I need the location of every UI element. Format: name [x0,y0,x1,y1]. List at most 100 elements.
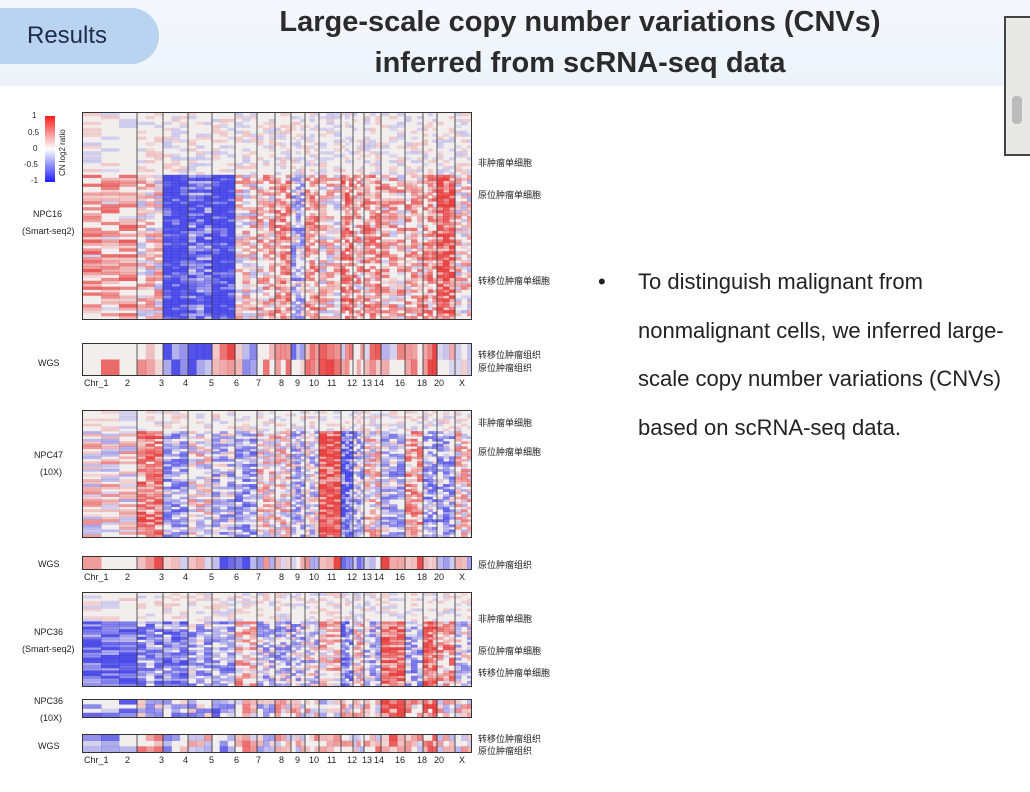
row-label-primary-tumor: 原位肿瘤单细胞 [478,447,542,457]
platform-label: (Smart-seq2) [22,226,75,236]
results-tab: Results [0,8,159,64]
heatmap-npc36 [82,592,472,687]
chromosome-label: 20 [434,378,445,388]
row-label-metastatic-tissue: 转移位肿瘤组织 [478,734,542,744]
chromosome-label: 18 [417,378,428,388]
row-label-non-tumor: 非肿瘤单细胞 [478,158,533,168]
color-scale-bar [45,116,55,182]
chromosome-label: 14 [374,378,385,388]
chromosome-label: 4 [183,572,189,582]
chromosome-label: 12 [347,572,358,582]
sample-label-npc36: NPC36 [34,627,64,637]
chromosome-label: 14 [374,572,385,582]
chromosome-label: 4 [183,378,189,388]
chromosome-label: 2 [125,378,131,388]
chromosome-label: 7 [256,378,262,388]
heatmap-npc47 [82,410,472,538]
chromosome-label: 14 [374,755,385,765]
bullet-icon: • [598,269,606,294]
chromosome-label: 13 [362,755,373,765]
chromosome-label: 2 [125,572,131,582]
chromosome-label: Chr_1 [84,755,109,765]
chromosome-label: 11 [327,378,337,388]
row-label-primary-tissue: 原位肿瘤组织 [478,363,533,373]
chromosome-label: Chr_1 [84,572,109,582]
chromosome-label: 7 [256,755,262,765]
title-line-2: inferred from scRNA-seq data [374,47,786,79]
row-label-primary-tissue: 原位肿瘤组织 [478,560,533,570]
chromosome-label: 16 [395,755,406,765]
chromosome-label: 13 [362,572,373,582]
legend-tick: 1 [32,111,37,120]
chromosome-label: 4 [183,755,189,765]
chromosome-label: 6 [234,755,240,765]
chromosome-label: 5 [209,755,215,765]
sample-label-npc16: NPC16 [33,209,63,219]
row-label-non-tumor: 非肿瘤单细胞 [478,418,533,428]
platform-label: (Smart-seq2) [22,644,75,654]
row-label-primary-tissue: 原位肿瘤组织 [478,746,533,756]
row-label-metastatic-tumor: 转移位肿瘤单细胞 [478,668,551,678]
wgs-label: WGS [38,559,60,569]
chromosome-label: 5 [209,572,215,582]
sample-label-npc47: NPC47 [34,450,64,460]
legend-tick: 0.5 [28,128,40,137]
chromosome-label: 20 [434,755,445,765]
chromosome-label: 5 [209,378,215,388]
chromosome-label: 11 [327,572,337,582]
bullet-text: To distinguish malignant from nonmaligna… [638,269,1004,440]
chromosome-label: 11 [327,755,337,765]
chromosome-label: 13 [362,378,373,388]
wgs-label: WGS [38,358,60,368]
slide-header [0,0,1030,86]
chromosome-label: 8 [279,572,285,582]
chromosome-label: 2 [125,755,131,765]
wgs-label: WGS [38,741,60,751]
chromosome-label: 20 [434,572,445,582]
row-label-metastatic-tissue: 转移位肿瘤组织 [478,350,542,360]
chromosome-label: 10 [309,755,320,765]
wgs-track-npc47 [82,556,472,570]
chromosome-label: X [459,378,466,388]
chromosome-label: 10 [309,572,320,582]
chromosome-label: 12 [347,378,358,388]
sample-label-npc36-10x: NPC36 [34,696,64,706]
platform-label: (10X) [40,467,63,477]
row-label-metastatic-tumor: 转移位肿瘤单细胞 [478,276,551,286]
chromosome-label: Chr_1 [84,378,109,388]
wgs-track-npc36 [82,734,472,753]
chromosome-label: 8 [279,378,285,388]
platform-label: (10X) [40,713,63,723]
chromosome-label: 9 [295,572,301,582]
chromosome-label: 6 [234,378,240,388]
results-tab-label: Results [27,22,108,49]
legend-tick: -1 [31,176,39,185]
legend-tick: -0.5 [24,160,38,169]
chromosome-label: 3 [159,378,165,388]
chromosome-label: 8 [279,755,285,765]
title-line-1: Large-scale copy number variations (CNVs… [279,6,881,38]
chromosome-label: 9 [295,378,301,388]
chromosome-label: 10 [309,378,320,388]
chromosome-label: 3 [159,755,165,765]
wgs-track-npc16 [82,343,472,376]
row-label-primary-tumor: 原位肿瘤单细胞 [478,190,542,200]
legend-title: CN log2 ratio [58,129,67,176]
row-label-non-tumor: 非肿瘤单细胞 [478,614,533,624]
heatmap-npc36-10x [82,699,472,718]
chromosome-label: 9 [295,755,301,765]
presenter-icon [1012,96,1022,124]
legend-tick: 0 [33,144,38,153]
slide-title: Large-scale copy number variations (CNVs… [220,2,940,84]
chromosome-label: 18 [417,755,428,765]
chromosome-label: 16 [395,572,406,582]
chromosome-label: X [459,572,466,582]
heatmap-npc16 [82,112,472,320]
row-label-primary-tumor: 原位肿瘤单细胞 [478,646,542,656]
chromosome-label: 7 [256,572,262,582]
chromosome-label: 6 [234,572,240,582]
chromosome-label: 12 [347,755,358,765]
webcam-overlay [1004,16,1030,156]
chromosome-label: 18 [417,572,428,582]
chromosome-label: X [459,755,466,765]
